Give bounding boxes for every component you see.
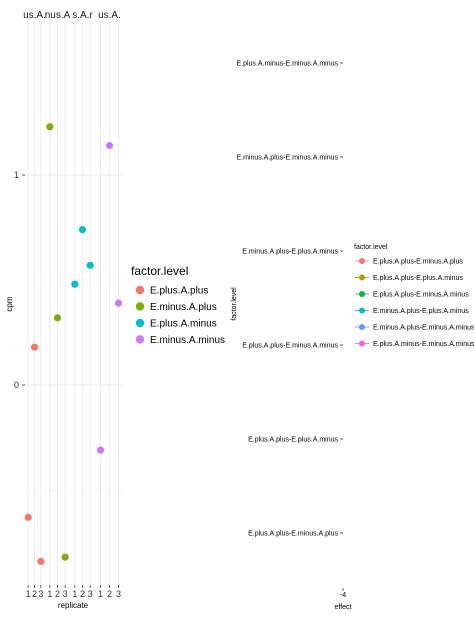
legend-label: E.plus.A.minus: [150, 319, 217, 330]
legend-key: [359, 291, 365, 297]
legend-title: factor.level: [354, 244, 388, 251]
facet-strip: [46, 8, 69, 22]
data-point: [71, 280, 79, 288]
legend-key: [359, 324, 365, 330]
y-category-label: E.plus.A.minus-E.minus.A.minus: [236, 61, 338, 68]
x-tick-label: 3: [88, 589, 93, 599]
data-point: [78, 226, 87, 234]
effect-plot: E.plus.A.minus-E.minus.A.minus E.minus.A.…: [231, 61, 474, 612]
y-axis-title: cpm: [5, 296, 14, 311]
legend-label: E.minus.A.plus-E.minus.A.minus: [373, 325, 474, 332]
y-category-label: E.plus.A.plus-E.minus.A.minus: [242, 343, 338, 350]
facet-strip: [25, 8, 44, 22]
x-tick-label: 2: [55, 589, 60, 599]
x-tick-label: 2: [80, 589, 85, 599]
legend-key: [135, 318, 145, 328]
facet-strip-label: us.A.: [98, 10, 121, 21]
x-tick-label: 3: [116, 589, 121, 599]
y-category-label: E.minus.A.plus-E.minus.A.minus: [236, 155, 338, 162]
y-tick-label: 0: [14, 380, 19, 390]
x-tick-label: 1: [26, 589, 31, 599]
data-point: [105, 142, 114, 150]
data-point: [37, 557, 45, 566]
legend-label: E.plus.A.plus-E.plus.A.minus: [373, 275, 463, 282]
legend-key: [135, 285, 145, 295]
facet-strip-label: s.A.r: [72, 10, 93, 21]
x-tick-label: 2: [107, 589, 112, 599]
facet-strip-label: us.A.: [23, 10, 46, 21]
data-point: [53, 314, 62, 322]
legend-label: E.plus.A.plus: [150, 286, 208, 297]
data-point: [61, 553, 69, 561]
facet-strip: [71, 8, 94, 22]
legend-label: E.plus.A.plus-E.minus.A.minus: [373, 292, 469, 299]
legend-label: E.minus.A.minus: [150, 335, 225, 346]
y-category-label: E.minus.A.plus-E.plus.A.minus: [242, 249, 338, 256]
x-axis-title: effect: [335, 604, 352, 611]
data-point: [30, 343, 39, 351]
x-tick-label: 3: [63, 589, 68, 599]
data-point: [96, 446, 105, 454]
x-tick-label: 1: [47, 589, 52, 599]
x-tick-label: -4: [340, 592, 346, 599]
x-axis-title: replicate: [58, 601, 89, 610]
legend-key: [359, 307, 365, 314]
data-point: [24, 513, 32, 521]
facet-strip: [96, 8, 123, 22]
data-point: [46, 123, 54, 131]
x-tick-label: 3: [38, 589, 43, 599]
y-category-label: E.plus.A.plus-E.minus.A.plus: [248, 531, 338, 538]
legend-label: E.plus.A.minus-E.minus.A.minus: [373, 341, 474, 348]
legend-key: [359, 274, 365, 281]
legend-key: [359, 258, 365, 264]
legend-key: [359, 340, 365, 347]
legend-label: E.minus.A.plus: [150, 302, 217, 313]
y-tick-label: 1: [14, 170, 19, 180]
y-axis-title: factor.level: [231, 287, 238, 321]
data-point: [86, 261, 94, 269]
x-tick-label: 1: [98, 589, 103, 599]
legend-title: factor.level: [131, 264, 188, 278]
legend-key: [135, 302, 145, 311]
x-tick-label: 1: [72, 589, 77, 599]
y-category-label: E.plus.A.plus-E.plus.A.minus: [248, 437, 338, 444]
x-tick-label: 2: [32, 589, 37, 599]
legend-label: E.plus.A.plus-E.minus.A.plus: [373, 259, 463, 266]
legend-label: E.minus.A.plus-E.plus.A.minus: [373, 308, 469, 315]
legend-key: [135, 335, 145, 344]
data-point: [114, 299, 123, 307]
facet-strip-label: nus.A: [45, 10, 71, 21]
